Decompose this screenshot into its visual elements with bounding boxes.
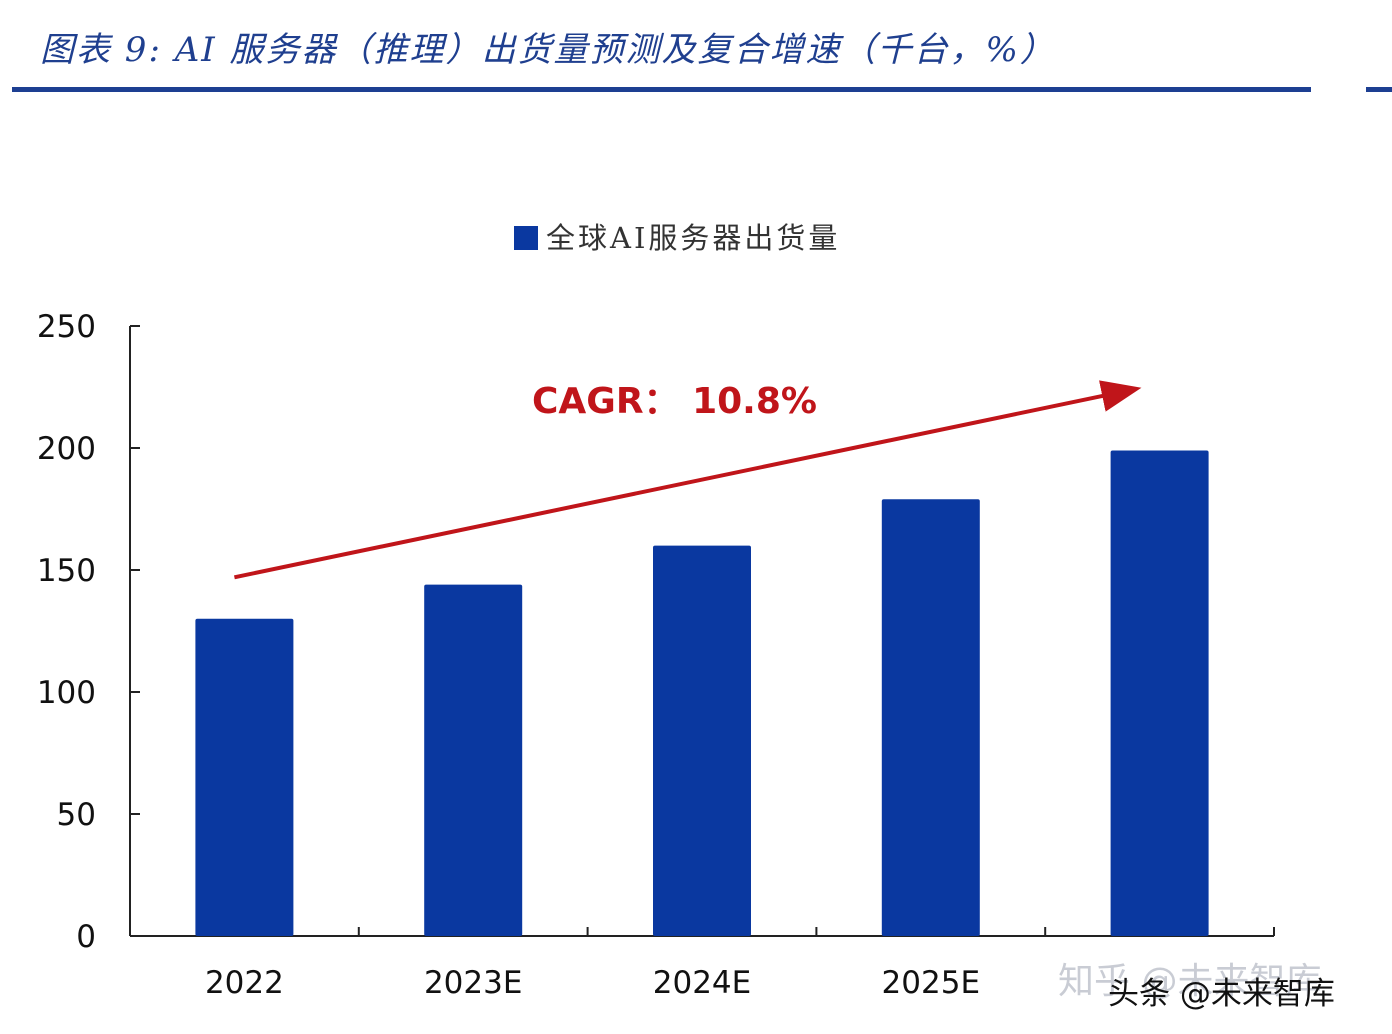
bar-2023E: [424, 584, 523, 936]
title-underline: [12, 87, 1311, 92]
legend-label: 全球AI服务器出货量: [546, 221, 840, 255]
toutiao-watermark: 头条 @未来智库: [1108, 976, 1335, 1012]
y-tick-label: 200: [37, 431, 96, 467]
x-tick-label: 2023E: [424, 965, 522, 1001]
cagr-arrow: [233, 380, 1142, 580]
title-underline-tail: [1366, 87, 1392, 92]
cagr-annotation: CAGR： 10.8%: [233, 380, 1142, 580]
legend: 全球AI服务器出货量: [514, 221, 840, 255]
cagr-label: CAGR： 10.8%: [532, 381, 817, 422]
y-tick-label: 150: [37, 553, 96, 589]
x-tick-label: 2022: [205, 965, 284, 1001]
bar-2024E: [653, 545, 751, 936]
x-axis-labels: 2022 2023E 2024E 2025E: [205, 965, 980, 1001]
y-axis-labels: 0 50 100 150 200 250: [37, 309, 96, 955]
x-tick-label: 2024E: [653, 965, 751, 1001]
y-tick-label: 0: [76, 919, 96, 955]
y-tick-label: 250: [37, 309, 96, 345]
bar-2025E: [881, 499, 980, 936]
legend-swatch: [514, 226, 538, 250]
bars: [195, 450, 1209, 936]
chart-title: 图表 9: AI 服务器（推理）出货量预测及复合增速（千台，%）: [40, 30, 1056, 70]
y-tick-label: 50: [57, 797, 96, 833]
zhihu-watermark: 知乎 @未来智库: [1058, 961, 1322, 1002]
y-tick-label: 100: [37, 675, 96, 711]
x-tick-label: 2025E: [882, 965, 980, 1001]
bar-2022: [195, 618, 294, 936]
bar-2026E: [1110, 450, 1209, 936]
